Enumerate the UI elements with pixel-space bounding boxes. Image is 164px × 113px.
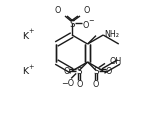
Text: +: + [28, 28, 34, 34]
Text: O: O [63, 66, 69, 75]
Text: +: + [28, 63, 34, 69]
Text: S: S [69, 19, 75, 28]
Text: O: O [76, 79, 82, 88]
Text: O: O [55, 5, 61, 14]
Text: −: − [88, 18, 94, 24]
Text: O: O [93, 79, 99, 88]
Text: K: K [22, 67, 28, 76]
Text: S: S [93, 66, 99, 75]
Text: −O: −O [61, 78, 74, 87]
Text: S: S [76, 66, 82, 75]
Text: NH₂: NH₂ [104, 30, 119, 39]
Text: O: O [106, 66, 112, 75]
Text: O: O [83, 20, 89, 29]
Text: O: O [84, 5, 90, 14]
Text: K: K [22, 31, 28, 40]
Text: OH: OH [110, 56, 122, 65]
